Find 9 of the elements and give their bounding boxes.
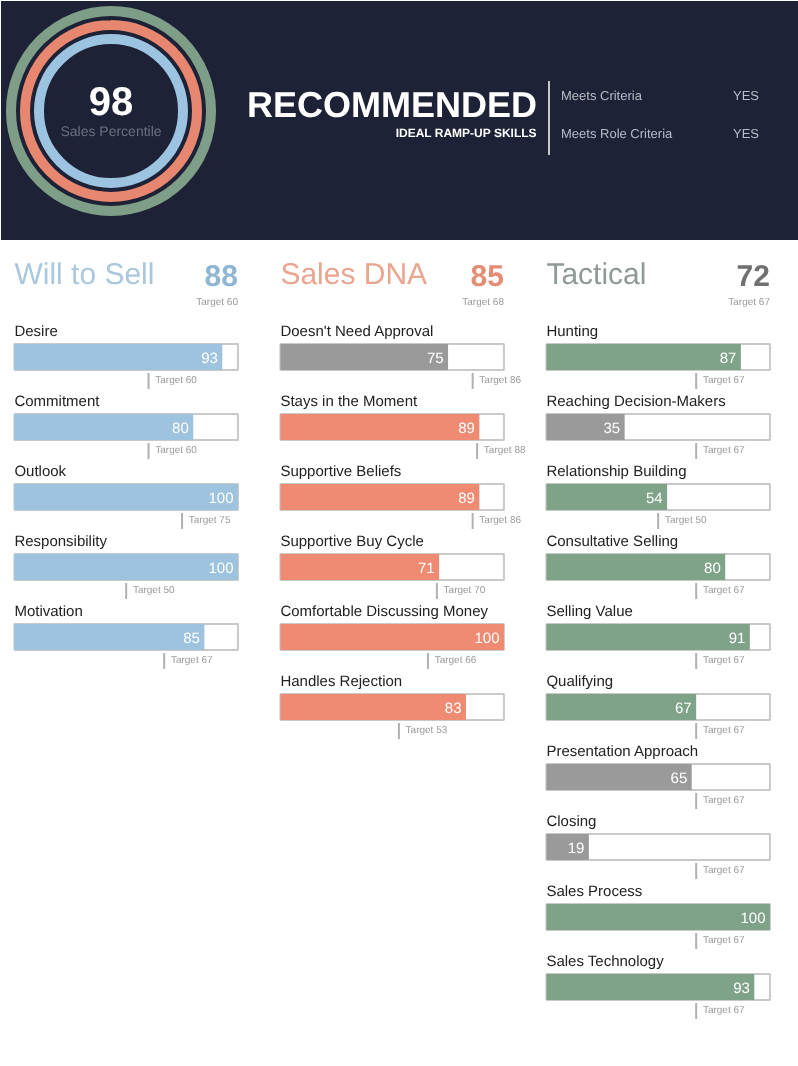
text: RECOMMENDED [247,85,538,125]
text: 88 [204,260,238,294]
text: 85 [470,260,504,294]
text: 98 [88,81,134,125]
chart-title: Sales DNA [280,258,428,292]
chart-title: Tactical [546,258,647,292]
bar [546,834,589,860]
text: 72 [736,260,770,294]
chart-title: Will to Sell [14,258,155,292]
